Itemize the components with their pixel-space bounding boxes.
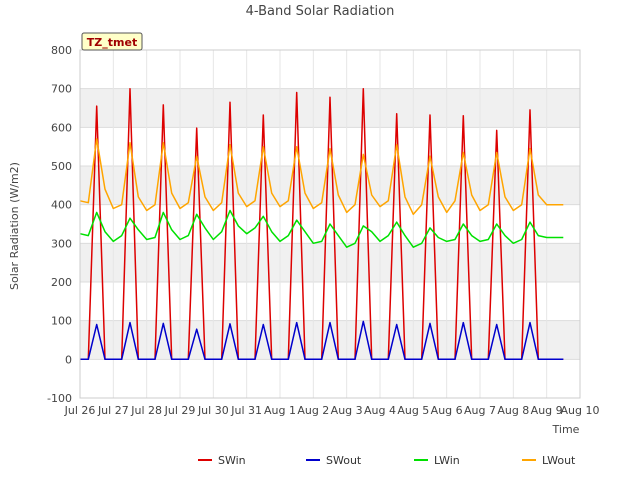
series-line-swout <box>80 320 564 361</box>
y-tick-label: 800 <box>51 44 72 57</box>
plot-band <box>80 127 580 166</box>
x-tick-label: Aug 5 <box>397 404 429 417</box>
y-tick-label: -100 <box>47 392 72 405</box>
legend-label-lwout: LWout <box>542 454 576 467</box>
x-tick-label: Aug 2 <box>297 404 329 417</box>
y-tick-label: 200 <box>51 276 72 289</box>
series-line-lwout <box>79 138 564 216</box>
y-tick-label: 600 <box>51 121 72 134</box>
y-tick-label: 700 <box>51 83 72 96</box>
legend: SWin SWout LWin LWout <box>198 454 576 467</box>
site-label-box: TZ_tmet <box>81 32 143 51</box>
legend-label-lwin: LWin <box>434 454 460 467</box>
x-tick-label: Aug 4 <box>364 404 396 417</box>
x-tick-label: Jul 27 <box>97 404 129 417</box>
site-label: TZ_tmet <box>87 36 137 49</box>
x-tick-label: Aug 6 <box>431 404 463 417</box>
x-tick-label: Jul 29 <box>164 404 196 417</box>
legend-label-swin: SWin <box>218 454 246 467</box>
x-tick-label: Jul 30 <box>197 404 229 417</box>
x-tick-label: Aug 3 <box>331 404 363 417</box>
plot-band <box>80 166 580 205</box>
x-tick-label: Aug 7 <box>464 404 496 417</box>
y-tick-label: 500 <box>51 160 72 173</box>
plot-band <box>80 243 580 282</box>
legend-label-swout: SWout <box>326 454 362 467</box>
y-tick-label: 300 <box>51 237 72 250</box>
x-tick-label: Jul 28 <box>130 404 162 417</box>
x-tick-label: Aug 9 <box>531 404 563 417</box>
x-tick-label: Aug 1 <box>264 404 296 417</box>
plot-band <box>80 50 580 89</box>
y-tick-label: 400 <box>51 199 72 212</box>
y-tick-label: 100 <box>51 315 72 328</box>
x-axis-label: Time <box>552 423 580 436</box>
x-tick-label: Jul 31 <box>230 404 262 417</box>
plot-frame <box>79 49 581 399</box>
plot-band <box>80 282 580 321</box>
y-axis-label: Solar Radiation (W/m2) <box>8 162 21 290</box>
chart-title: 4-Band Solar Radiation <box>246 4 395 19</box>
plot-band <box>80 359 580 398</box>
x-tick-label: Aug 8 <box>497 404 529 417</box>
series-line-lwin <box>79 209 564 248</box>
y-tick-label: 0 <box>65 353 72 366</box>
x-tick-label: Jul 26 <box>64 404 96 417</box>
x-tick-label: Aug 10 <box>561 404 600 417</box>
